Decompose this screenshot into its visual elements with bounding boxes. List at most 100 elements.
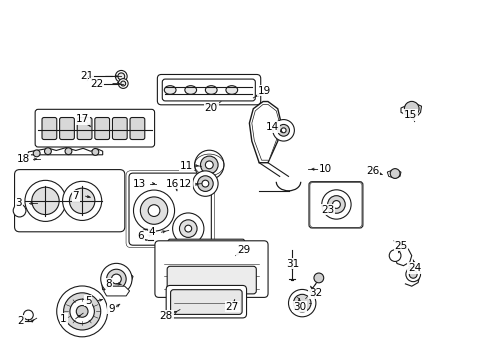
Circle shape [197,176,213,192]
Circle shape [405,267,420,282]
FancyBboxPatch shape [129,173,211,245]
Text: 18: 18 [17,154,30,164]
Circle shape [321,190,350,219]
FancyBboxPatch shape [170,290,242,314]
Circle shape [184,225,191,232]
Text: 10: 10 [318,164,331,174]
Circle shape [57,286,107,337]
FancyBboxPatch shape [164,263,246,272]
Circle shape [148,205,160,216]
Circle shape [172,213,203,244]
Circle shape [106,269,126,289]
Circle shape [32,187,59,215]
Circle shape [389,168,399,179]
Text: 16: 16 [165,179,179,189]
Circle shape [118,78,128,89]
Text: 31: 31 [285,258,299,269]
Text: 30: 30 [292,302,305,312]
Circle shape [63,293,101,330]
FancyBboxPatch shape [15,170,124,232]
Polygon shape [103,286,129,296]
Circle shape [194,150,224,180]
Circle shape [281,128,285,133]
Circle shape [313,273,323,283]
Text: 2: 2 [17,316,24,326]
Circle shape [121,81,125,86]
Text: 32: 32 [308,288,322,298]
FancyBboxPatch shape [130,117,144,140]
Circle shape [192,171,218,196]
Circle shape [202,180,208,187]
FancyBboxPatch shape [35,109,154,147]
Circle shape [149,177,162,190]
Circle shape [332,201,340,208]
FancyBboxPatch shape [77,117,92,140]
Text: 17: 17 [75,114,89,124]
Text: 22: 22 [90,78,103,89]
Circle shape [180,246,191,257]
Text: 23: 23 [320,204,334,215]
FancyBboxPatch shape [167,266,256,294]
Text: 19: 19 [257,86,270,96]
Text: 12: 12 [179,179,192,189]
Text: 1: 1 [60,314,67,324]
Ellipse shape [184,86,196,94]
Ellipse shape [205,86,217,94]
Circle shape [152,180,159,187]
Polygon shape [393,240,411,266]
Text: 8: 8 [105,279,112,289]
Circle shape [111,274,121,284]
Text: 9: 9 [108,303,115,314]
Circle shape [179,220,197,237]
Circle shape [272,120,294,141]
Text: 20: 20 [204,103,217,113]
Circle shape [65,148,72,155]
Text: 21: 21 [80,71,94,81]
Text: 7: 7 [72,191,79,201]
Circle shape [167,181,179,192]
Circle shape [173,196,181,204]
Text: 4: 4 [148,227,155,237]
Circle shape [327,196,345,213]
Circle shape [23,310,33,320]
FancyBboxPatch shape [166,285,246,318]
Text: 26: 26 [365,166,379,176]
Circle shape [70,299,94,324]
Text: 11: 11 [180,161,193,171]
Text: 27: 27 [225,302,239,312]
Text: 3: 3 [15,198,22,208]
Circle shape [133,190,174,231]
Text: 25: 25 [393,240,407,251]
Circle shape [225,246,235,256]
Circle shape [140,197,167,224]
Polygon shape [28,148,102,155]
Circle shape [76,306,88,317]
FancyBboxPatch shape [168,239,244,262]
Circle shape [408,270,416,278]
Circle shape [33,150,40,157]
Circle shape [200,156,218,174]
Polygon shape [251,104,279,160]
Circle shape [404,102,418,116]
Ellipse shape [225,86,237,94]
Circle shape [44,148,51,155]
FancyBboxPatch shape [162,79,255,101]
Text: 15: 15 [403,110,417,120]
Circle shape [13,204,26,217]
Text: 14: 14 [265,122,279,132]
FancyBboxPatch shape [112,117,127,140]
Text: 29: 29 [236,245,250,255]
Circle shape [62,181,102,220]
Text: 6: 6 [137,231,144,241]
Ellipse shape [164,86,176,94]
Text: 5: 5 [84,296,91,306]
Circle shape [205,161,213,169]
Circle shape [293,294,310,312]
FancyBboxPatch shape [155,241,267,297]
Circle shape [204,246,216,257]
FancyBboxPatch shape [308,182,362,228]
Circle shape [388,250,400,261]
FancyBboxPatch shape [95,117,109,140]
Circle shape [115,71,127,82]
Circle shape [288,289,315,317]
